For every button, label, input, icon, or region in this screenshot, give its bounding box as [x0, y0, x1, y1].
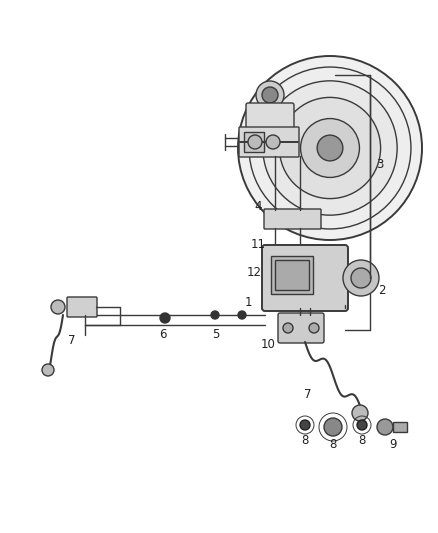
Circle shape [283, 323, 293, 333]
Text: 6: 6 [159, 328, 167, 342]
Text: 7: 7 [68, 334, 76, 346]
Text: 3: 3 [376, 158, 384, 172]
Text: 12: 12 [247, 265, 261, 279]
FancyBboxPatch shape [239, 127, 299, 157]
Circle shape [279, 98, 381, 199]
Circle shape [263, 81, 397, 215]
Bar [271, 256, 313, 294]
Circle shape [300, 118, 360, 177]
Text: 4: 4 [254, 200, 262, 214]
Text: 1: 1 [244, 296, 252, 310]
Circle shape [266, 135, 280, 149]
Circle shape [248, 135, 262, 149]
Text: 10: 10 [261, 338, 276, 351]
Circle shape [249, 67, 411, 229]
FancyBboxPatch shape [278, 313, 324, 343]
Circle shape [317, 135, 343, 161]
Text: 11: 11 [251, 238, 265, 251]
Text: 2: 2 [378, 284, 386, 296]
Text: 8: 8 [329, 439, 337, 451]
FancyBboxPatch shape [262, 245, 348, 311]
Circle shape [256, 81, 284, 109]
Circle shape [160, 313, 170, 323]
Text: 7: 7 [304, 389, 312, 401]
Circle shape [211, 311, 219, 319]
Bar [393, 422, 407, 432]
Circle shape [357, 420, 367, 430]
Circle shape [343, 260, 379, 296]
Circle shape [42, 364, 54, 376]
Circle shape [262, 87, 278, 103]
Text: 5: 5 [212, 328, 220, 342]
Circle shape [309, 323, 319, 333]
FancyBboxPatch shape [67, 297, 97, 317]
Text: 9: 9 [389, 439, 397, 451]
Text: 8: 8 [358, 433, 366, 447]
Circle shape [51, 300, 65, 314]
Circle shape [352, 405, 368, 421]
Circle shape [238, 56, 422, 240]
Text: 8: 8 [301, 433, 309, 447]
Circle shape [324, 418, 342, 436]
Circle shape [351, 268, 371, 288]
FancyBboxPatch shape [246, 103, 294, 129]
FancyBboxPatch shape [264, 209, 321, 229]
Circle shape [238, 311, 246, 319]
Circle shape [300, 420, 310, 430]
Circle shape [377, 419, 393, 435]
Bar [275, 260, 309, 290]
Bar [244, 132, 264, 152]
